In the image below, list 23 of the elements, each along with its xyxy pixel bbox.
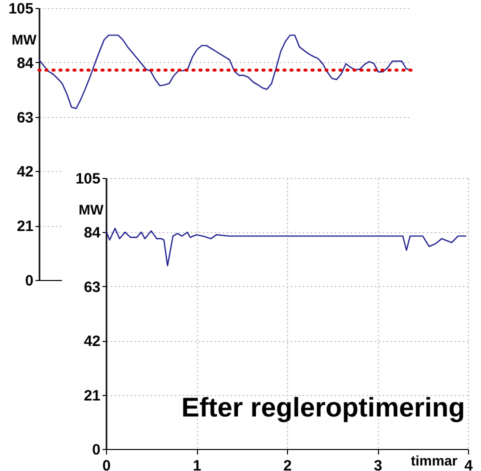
y-tick-label: 42: [84, 333, 100, 350]
y-tick-label: 21: [16, 218, 34, 236]
y-tick-label: 63: [84, 278, 100, 296]
x-tick-label: 4: [464, 458, 474, 471]
x-tick-label: 2: [283, 458, 292, 471]
y-tick-label: 84: [16, 54, 34, 72]
y-tick-label: 0: [25, 272, 34, 290]
y-tick-label: 42: [16, 164, 34, 181]
y-tick-label: 105: [8, 0, 34, 18]
annotation: Efter regleroptimering: [181, 392, 465, 422]
y-axis-title: MW: [78, 202, 104, 218]
y-tick-label: 84: [84, 224, 102, 242]
x-tick-label: 0: [102, 458, 111, 471]
line-series: [39, 34, 411, 110]
x-tick-label: 1: [192, 458, 202, 471]
y-tick-label: 63: [16, 109, 34, 126]
y-tick-label: 0: [92, 442, 100, 458]
line-series: [106, 228, 467, 266]
y-axis-title: MW: [12, 32, 38, 48]
x-tick-label: 3: [374, 458, 382, 471]
y-tick-label: 105: [75, 170, 100, 188]
y-tick-label: 21: [84, 387, 100, 404]
x-axis-title: timmar: [410, 452, 458, 468]
